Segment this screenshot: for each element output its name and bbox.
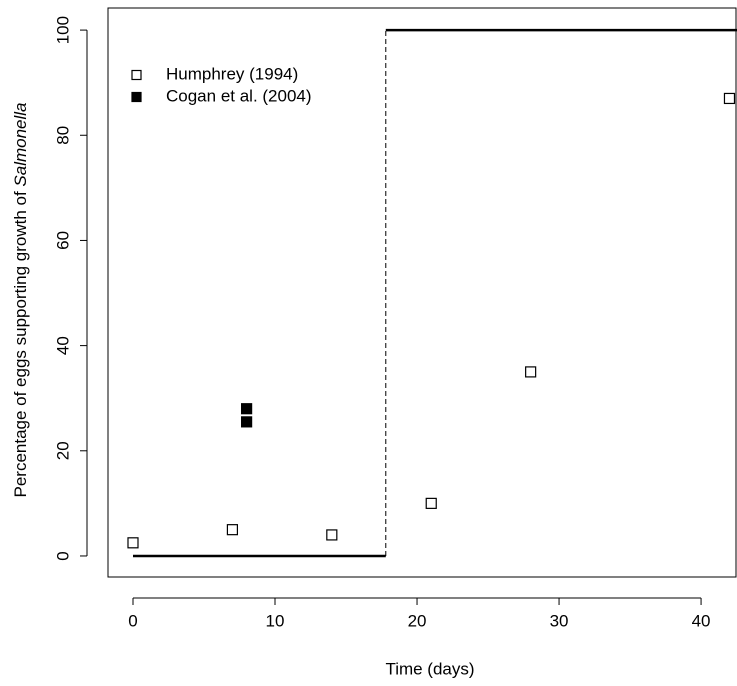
x-tick-label: 40: [692, 611, 711, 630]
plot-frame: [107, 7, 737, 578]
point: [127, 537, 139, 549]
point: [326, 529, 338, 541]
y-tick-label: 20: [53, 441, 72, 460]
y-axis-title-text: Percentage of eggs supporting growth of: [11, 187, 30, 498]
x-axis-title: Time (days): [385, 659, 474, 678]
y-tick-label: 100: [53, 16, 72, 44]
x-tick-label: 0: [128, 611, 137, 630]
x-tick-label: 30: [550, 611, 569, 630]
y-tick-label: 0: [53, 551, 72, 560]
y-tick-label: 80: [53, 126, 72, 145]
point: [525, 366, 537, 378]
legend-swatch: [131, 91, 142, 103]
point: [241, 416, 253, 428]
y-axis-title-italic: Salmonella: [11, 102, 30, 186]
legend-swatch: [131, 69, 142, 81]
plot-area: [127, 28, 737, 558]
point: [226, 524, 239, 536]
legend-label: Humphrey (1994): [166, 64, 298, 83]
x-tick-label: 20: [408, 611, 427, 630]
point: [425, 497, 437, 509]
point: [723, 92, 736, 105]
legend-label: Cogan et al. (2004): [166, 86, 312, 105]
y-tick-label: 60: [53, 231, 72, 250]
point: [241, 403, 253, 415]
y-axis-title: Percentage of eggs supporting growth of …: [11, 102, 30, 497]
y-tick-label: 40: [53, 336, 72, 355]
x-tick-label: 10: [266, 611, 285, 630]
